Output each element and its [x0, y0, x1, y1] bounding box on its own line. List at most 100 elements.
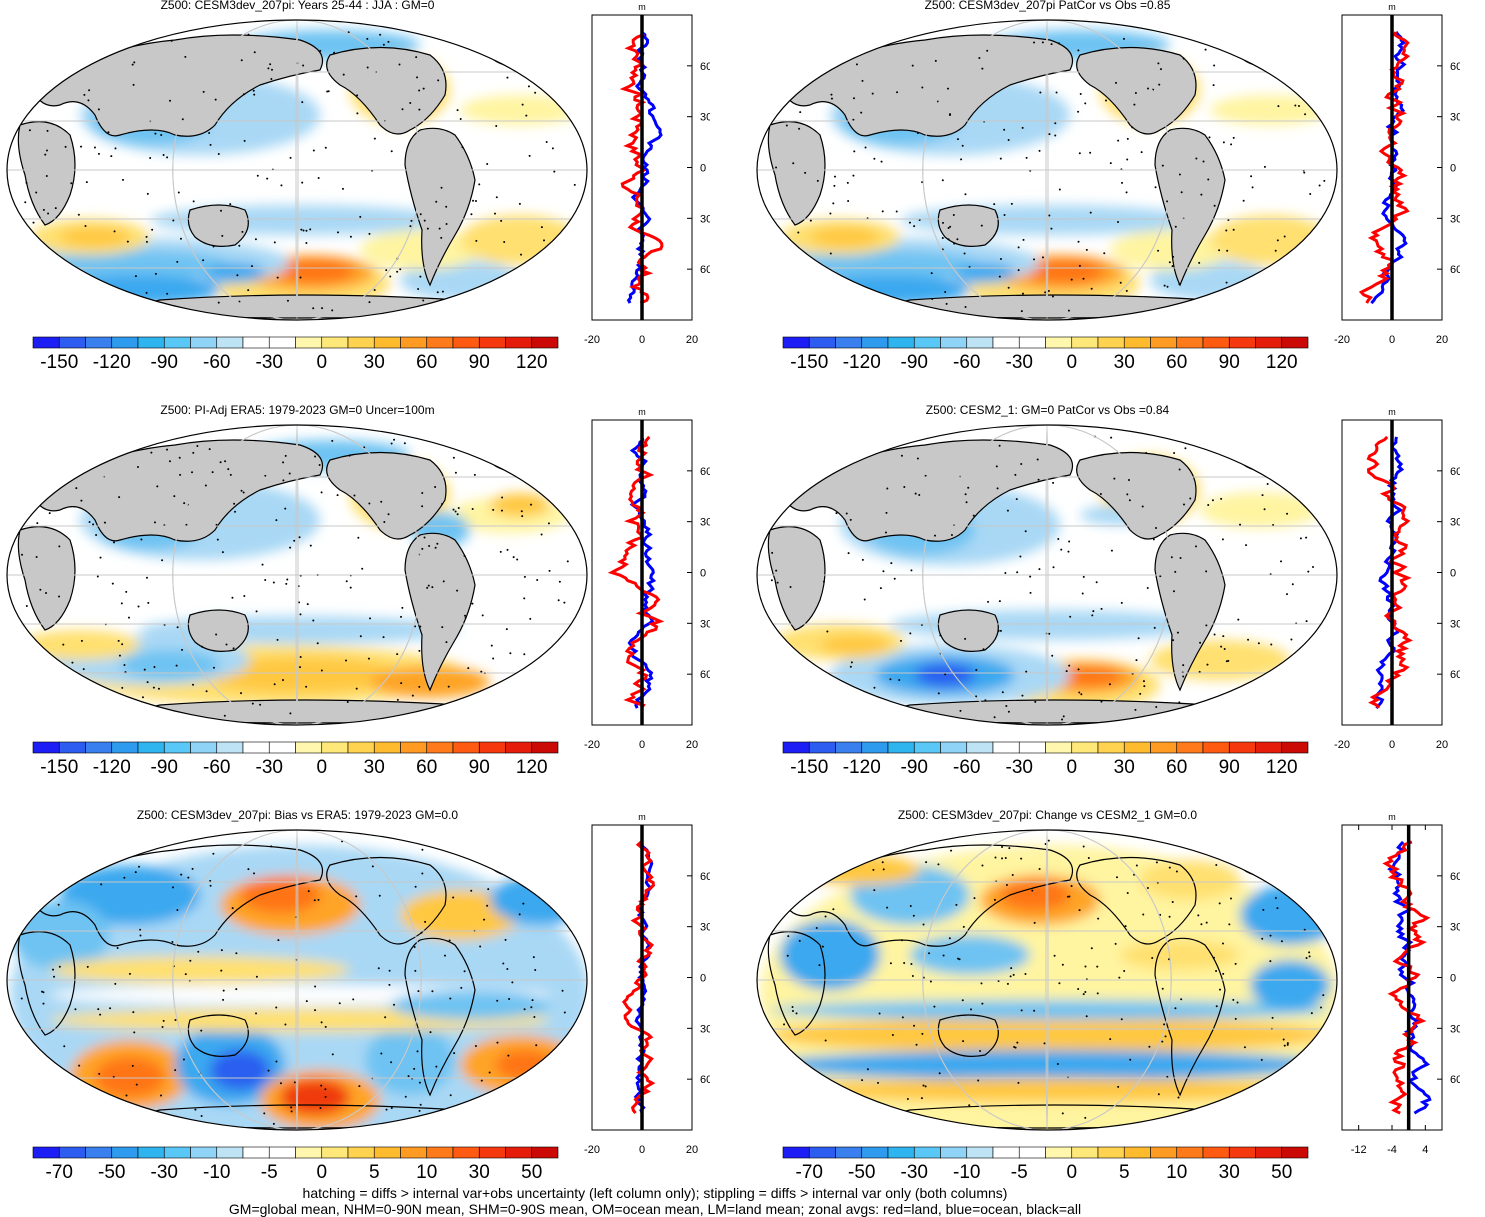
- stipple-dot: [563, 601, 566, 604]
- stipple-dot: [1025, 670, 1028, 673]
- stipple-dot: [457, 507, 460, 510]
- stipple-dot: [518, 913, 521, 916]
- stipple-dot: [427, 584, 430, 587]
- stipple-dot: [523, 653, 526, 656]
- colorbar-swatch: [835, 741, 863, 754]
- stipple-dot: [445, 205, 448, 208]
- stipple-dot: [1290, 638, 1293, 641]
- colorbar-swatch: [347, 336, 375, 349]
- colorbar-swatch: [111, 336, 139, 349]
- stipple-dot: [548, 569, 551, 572]
- colorbar-swatch: [452, 1146, 480, 1159]
- stipple-dot: [247, 289, 250, 292]
- stipple-dot: [471, 508, 474, 511]
- zonal-y-tick-label: 60S: [700, 264, 710, 276]
- stipple-dot: [272, 581, 275, 584]
- stipple-dot: [1034, 700, 1037, 703]
- stipple-dot: [202, 90, 205, 93]
- stipple-dot: [1126, 493, 1129, 496]
- stipple-dot: [301, 101, 304, 104]
- colorbar-swatch: [1150, 336, 1178, 349]
- stipple-dot: [145, 291, 148, 294]
- stipple-dot: [418, 685, 421, 688]
- colorbar-label: 60: [1166, 352, 1187, 373]
- colorbar-swatch: [163, 1146, 191, 1159]
- stipple-dot: [1103, 252, 1106, 255]
- colorbar-swatch: [992, 741, 1020, 754]
- colorbar-label: -10: [203, 1162, 230, 1183]
- stipple-dot: [506, 76, 509, 79]
- zonal-mean-plot: m -20 0 20 60N 30N 0 30S 60S: [584, 407, 710, 750]
- stipple-dot: [153, 521, 156, 524]
- colorbar-label: -90: [901, 352, 928, 373]
- stipple-dot: [528, 154, 531, 157]
- stipple-dot: [1007, 286, 1010, 289]
- stipple-dot: [501, 496, 504, 499]
- stipple-dot: [410, 219, 413, 222]
- colorbar-swatch: [478, 1146, 506, 1159]
- colorbar-swatch: [1018, 741, 1046, 754]
- stipple-dot: [181, 648, 184, 651]
- stipple-dot: [134, 871, 137, 874]
- contour-region: [1140, 860, 1240, 900]
- colorbar-label: 0: [1066, 757, 1077, 778]
- stipple-dot: [1195, 545, 1198, 548]
- stipple-dot: [847, 552, 850, 555]
- stipple-dot: [822, 580, 825, 583]
- stipple-dot: [417, 287, 420, 290]
- stipple-dot: [1014, 473, 1017, 476]
- stipple-dot: [259, 703, 262, 706]
- colorbar-swatch: [111, 741, 139, 754]
- stipple-dot: [522, 902, 525, 905]
- stipple-dot: [1001, 845, 1004, 848]
- stipple-dot: [400, 682, 403, 685]
- stipple-dot: [273, 241, 276, 244]
- stipple-dot: [419, 275, 422, 278]
- stipple-dot: [833, 175, 836, 178]
- colorbar: -150-120-90-60-300306090120150: [782, 336, 1309, 373]
- stipple-dot: [58, 965, 61, 968]
- stipple-dot: [1054, 122, 1057, 125]
- colorbar-label: -60: [953, 757, 980, 778]
- stipple-dot: [243, 594, 246, 597]
- stipple-dot: [288, 472, 291, 475]
- stipple-dot: [1085, 248, 1088, 251]
- stipple-dot: [984, 699, 987, 702]
- stipple-dot: [86, 965, 89, 968]
- stipple-dot: [57, 903, 60, 906]
- colorbar-label: -150: [40, 757, 78, 778]
- stipple-dot: [1218, 902, 1221, 905]
- stipple-dot: [1117, 220, 1120, 223]
- stipple-dot: [1078, 691, 1081, 694]
- colorbar-swatch: [190, 1146, 218, 1159]
- panel-title: Z500: CESM2_1: GM=0 PatCor vs Obs =0.84: [925, 403, 1170, 417]
- stipple-dot: [141, 696, 144, 699]
- zonal-unit-label: m: [1388, 2, 1396, 12]
- stipple-dot: [436, 542, 439, 545]
- stipple-dot: [238, 244, 241, 247]
- stipple-dot: [273, 683, 276, 686]
- stipple-dot: [853, 150, 856, 153]
- stipple-dot: [121, 643, 124, 646]
- colorbar-label: 30: [1114, 352, 1135, 373]
- stipple-dot: [529, 617, 532, 620]
- stipple-dot: [421, 492, 424, 495]
- stipple-dot: [1001, 691, 1004, 694]
- stipple-dot: [921, 86, 924, 89]
- contour-region: [210, 1050, 270, 1090]
- stipple-dot: [134, 275, 137, 278]
- stipple-dot: [417, 990, 420, 993]
- zonal-unit-label: m: [638, 407, 646, 417]
- stipple-dot: [247, 868, 250, 871]
- stipple-dot: [312, 149, 315, 152]
- stipple-dot: [1286, 1042, 1289, 1045]
- stipple-dot: [385, 1108, 388, 1111]
- stipple-dot: [385, 269, 388, 272]
- stipple-dot: [885, 511, 888, 514]
- zonal-x-tick-label: 20: [686, 739, 698, 750]
- stipple-dot: [1269, 960, 1272, 963]
- stipple-dot: [1142, 680, 1145, 683]
- stipple-dot: [149, 156, 152, 159]
- coastline: [326, 46, 447, 135]
- stipple-dot: [358, 1085, 361, 1088]
